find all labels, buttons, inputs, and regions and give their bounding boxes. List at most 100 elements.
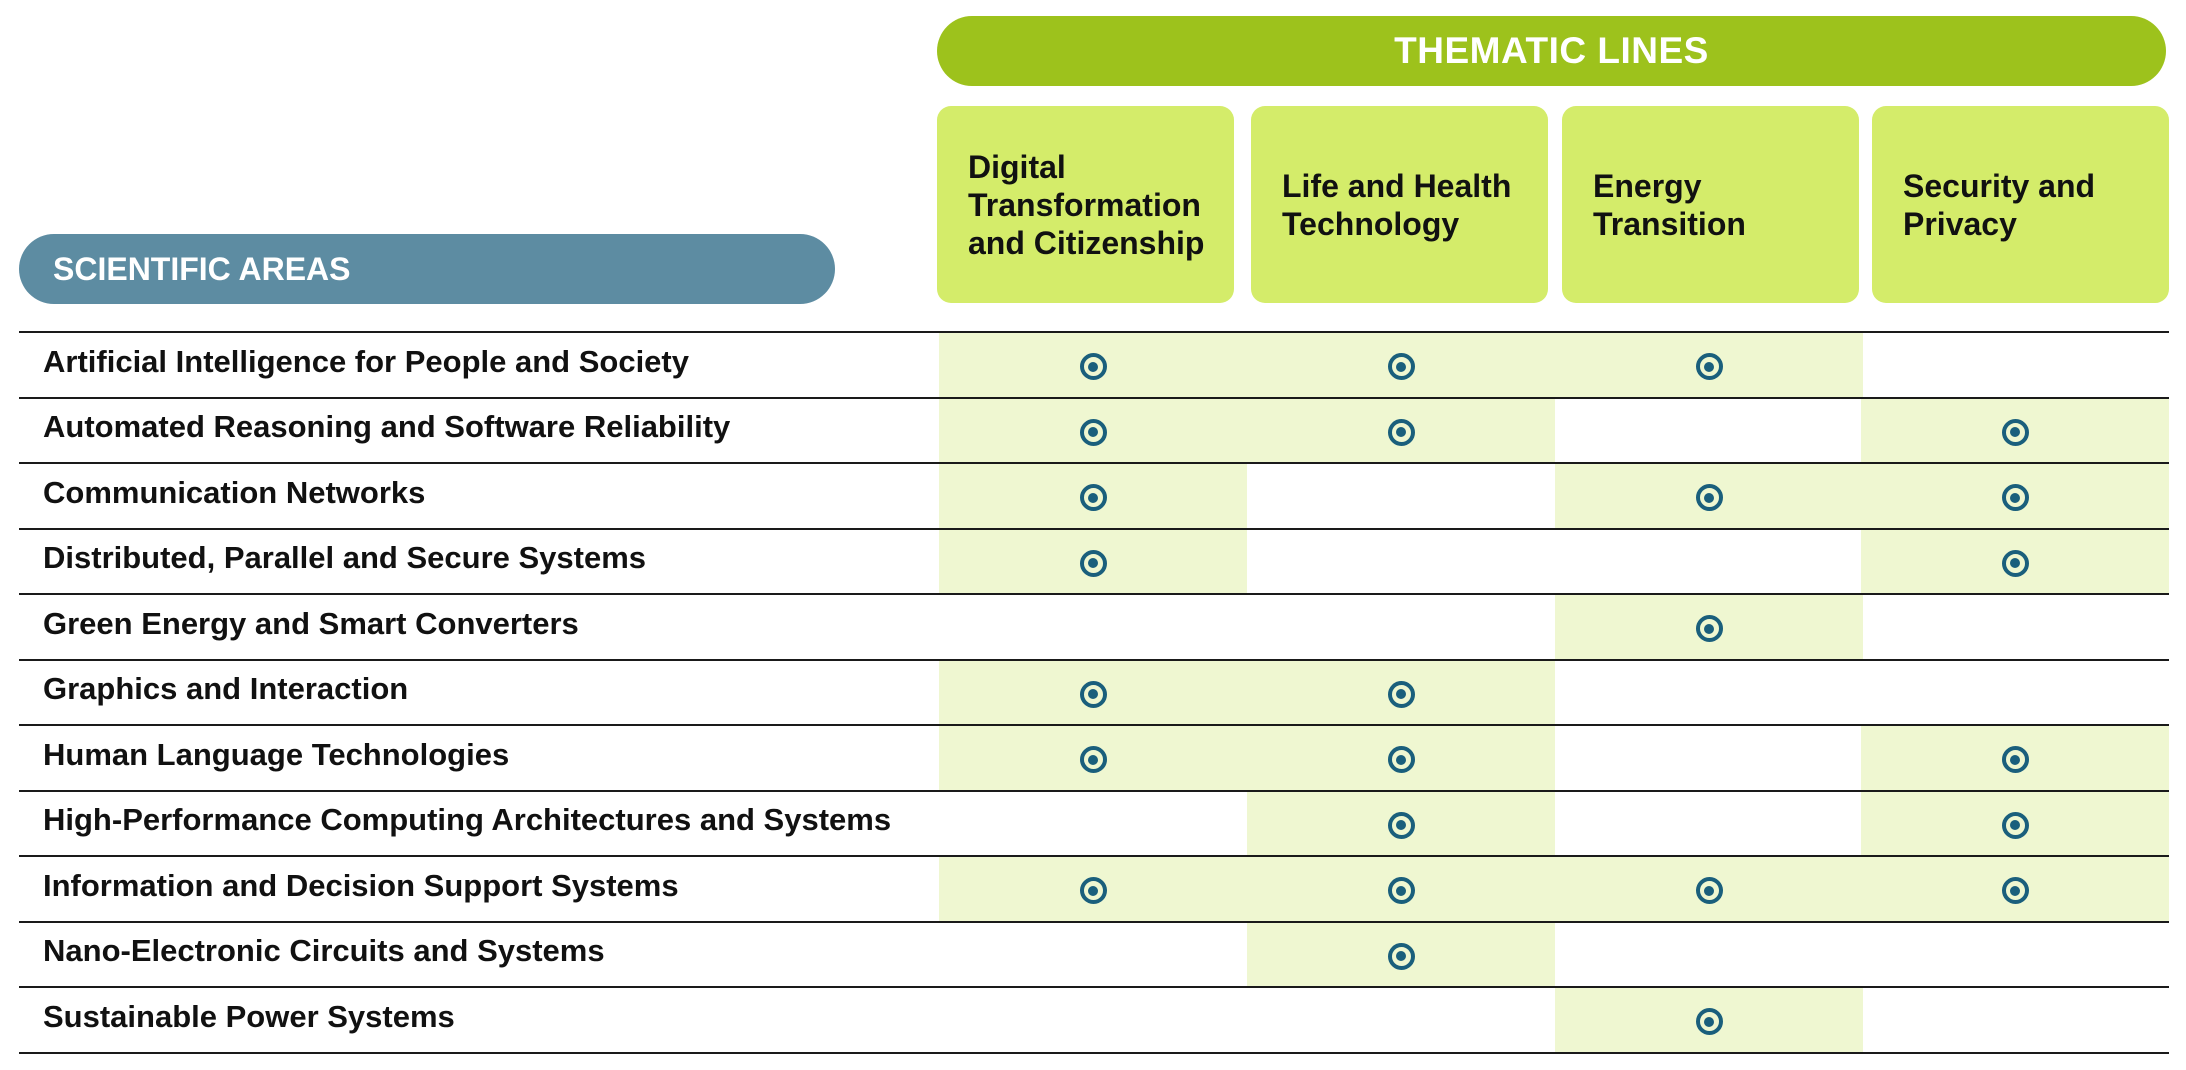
matrix-cell — [939, 464, 1247, 528]
radio-dot-icon — [2001, 549, 2029, 577]
radio-dot-icon — [2001, 811, 2029, 839]
radio-dot-icon — [2001, 877, 2029, 905]
matrix-cell — [1247, 857, 1555, 921]
theme-header-security-privacy: Security and Privacy — [1872, 106, 2169, 303]
matrix-cell — [1861, 661, 2169, 725]
matrix-cell — [1247, 333, 1555, 397]
theme-label: Energy Transition — [1593, 167, 1746, 242]
matrix-cell — [1861, 923, 2169, 987]
radio-dot-icon — [1079, 353, 1107, 381]
table-row: Sustainable Power Systems — [19, 986, 2169, 1054]
matrix-cell — [1555, 857, 1863, 921]
theme-header-digital-transformation: Digital Transformation and Citizenship — [937, 106, 1234, 303]
table-row: Distributed, Parallel and Secure Systems — [19, 527, 2169, 594]
scientific-area-label: High-Performance Computing Architectures… — [43, 802, 892, 838]
matrix-cell — [939, 988, 1247, 1052]
matrix-cell — [1555, 792, 1863, 856]
scientific-area-label: Green Energy and Smart Converters — [43, 605, 579, 641]
matrix-cell — [1555, 333, 1863, 397]
matrix-cell — [1861, 464, 2169, 528]
matrix-cell — [1861, 726, 2169, 790]
scientific-area-label: Information and Decision Support Systems — [43, 867, 679, 903]
radio-dot-icon — [1079, 680, 1107, 708]
radio-dot-icon — [1387, 942, 1415, 970]
radio-dot-icon — [1387, 877, 1415, 905]
theme-label: Security and Privacy — [1903, 167, 2096, 242]
matrix-cell — [1555, 661, 1863, 725]
matrix-cell — [939, 923, 1247, 987]
table-row: Graphics and Interaction — [19, 658, 2169, 725]
radio-dot-icon — [1079, 877, 1107, 905]
scientific-area-label: Graphics and Interaction — [43, 671, 409, 707]
matrix-cell — [1247, 398, 1555, 462]
table-row: Information and Decision Support Systems — [19, 855, 2169, 921]
matrix-cell — [939, 529, 1247, 593]
table-row: Nano-Electronic Circuits and Systems — [19, 920, 2169, 987]
matrix-cell — [939, 726, 1247, 790]
table-row: Artificial Intelligence for People and S… — [19, 331, 2169, 397]
matrix-cell — [939, 333, 1247, 397]
scientific-area-label: Communication Networks — [43, 474, 426, 510]
matrix-cell — [1555, 726, 1863, 790]
radio-dot-icon — [1695, 615, 1723, 643]
scientific-area-label: Nano-Electronic Circuits and Systems — [43, 933, 605, 969]
table-row: Human Language Technologies — [19, 724, 2169, 790]
matrix-cell — [1861, 791, 2169, 855]
table-row: Communication Networks — [19, 462, 2169, 528]
radio-dot-icon — [1387, 746, 1415, 774]
radio-dot-icon — [2001, 484, 2029, 512]
radio-dot-icon — [1695, 353, 1723, 381]
radio-dot-icon — [1387, 680, 1415, 708]
radio-dot-icon — [2001, 746, 2029, 774]
theme-label: Digital Transformation and Citizenship — [968, 148, 1205, 261]
matrix-cell — [1555, 464, 1863, 528]
theme-header-energy-transition: Energy Transition — [1562, 106, 1859, 303]
matrix-cell — [939, 857, 1247, 921]
matrix-cell — [1247, 660, 1555, 724]
scientific-area-label: Distributed, Parallel and Secure Systems — [43, 540, 647, 576]
radio-dot-icon — [1387, 811, 1415, 839]
matrix-cell — [1555, 988, 1863, 1052]
matrix-cell — [939, 595, 1247, 659]
matrix-cell — [1247, 595, 1555, 659]
scientific-areas-banner: SCIENTIFIC AREAS — [19, 234, 835, 304]
theme-label: Life and Health Technology — [1282, 167, 1512, 242]
matrix-cell — [939, 792, 1247, 856]
matrix-cell — [1247, 726, 1555, 790]
radio-dot-icon — [2001, 418, 2029, 446]
radio-dot-icon — [1079, 746, 1107, 774]
matrix-cell — [1247, 791, 1555, 855]
matrix-cell — [1247, 988, 1555, 1052]
table-row: High-Performance Computing Architectures… — [19, 789, 2169, 856]
radio-dot-icon — [1079, 418, 1107, 446]
matrix-cell — [1555, 399, 1863, 463]
matrix-cell — [1555, 595, 1863, 659]
thematic-lines-banner: THEMATIC LINES — [937, 16, 2166, 86]
matrix-cell — [1861, 398, 2169, 462]
radio-dot-icon — [1695, 1008, 1723, 1036]
radio-dot-icon — [1695, 484, 1723, 512]
matrix-cell — [1861, 333, 2169, 397]
matrix-cell — [939, 660, 1247, 724]
radio-dot-icon — [1695, 877, 1723, 905]
matrix-cell — [939, 398, 1247, 462]
theme-header-life-health: Life and Health Technology — [1251, 106, 1548, 303]
table-row: Green Energy and Smart Converters — [19, 593, 2169, 659]
matrix-cell — [1861, 857, 2169, 921]
matrix-cell — [1247, 922, 1555, 986]
radio-dot-icon — [1387, 418, 1415, 446]
scientific-area-label: Human Language Technologies — [43, 736, 510, 772]
scientific-area-label: Sustainable Power Systems — [43, 998, 455, 1034]
radio-dot-icon — [1387, 353, 1415, 381]
table-row: Automated Reasoning and Software Reliabi… — [19, 396, 2169, 463]
scientific-area-label: Artificial Intelligence for People and S… — [43, 343, 689, 379]
matrix-cell — [1247, 530, 1555, 594]
radio-dot-icon — [1079, 484, 1107, 512]
areas-themes-matrix: Artificial Intelligence for People and S… — [19, 331, 2169, 1054]
matrix-cell — [1555, 530, 1863, 594]
scientific-area-label: Automated Reasoning and Software Reliabi… — [43, 409, 731, 445]
matrix-cell — [1861, 529, 2169, 593]
matrix-cell — [1861, 595, 2169, 659]
matrix-cell — [1247, 464, 1555, 528]
radio-dot-icon — [1079, 549, 1107, 577]
